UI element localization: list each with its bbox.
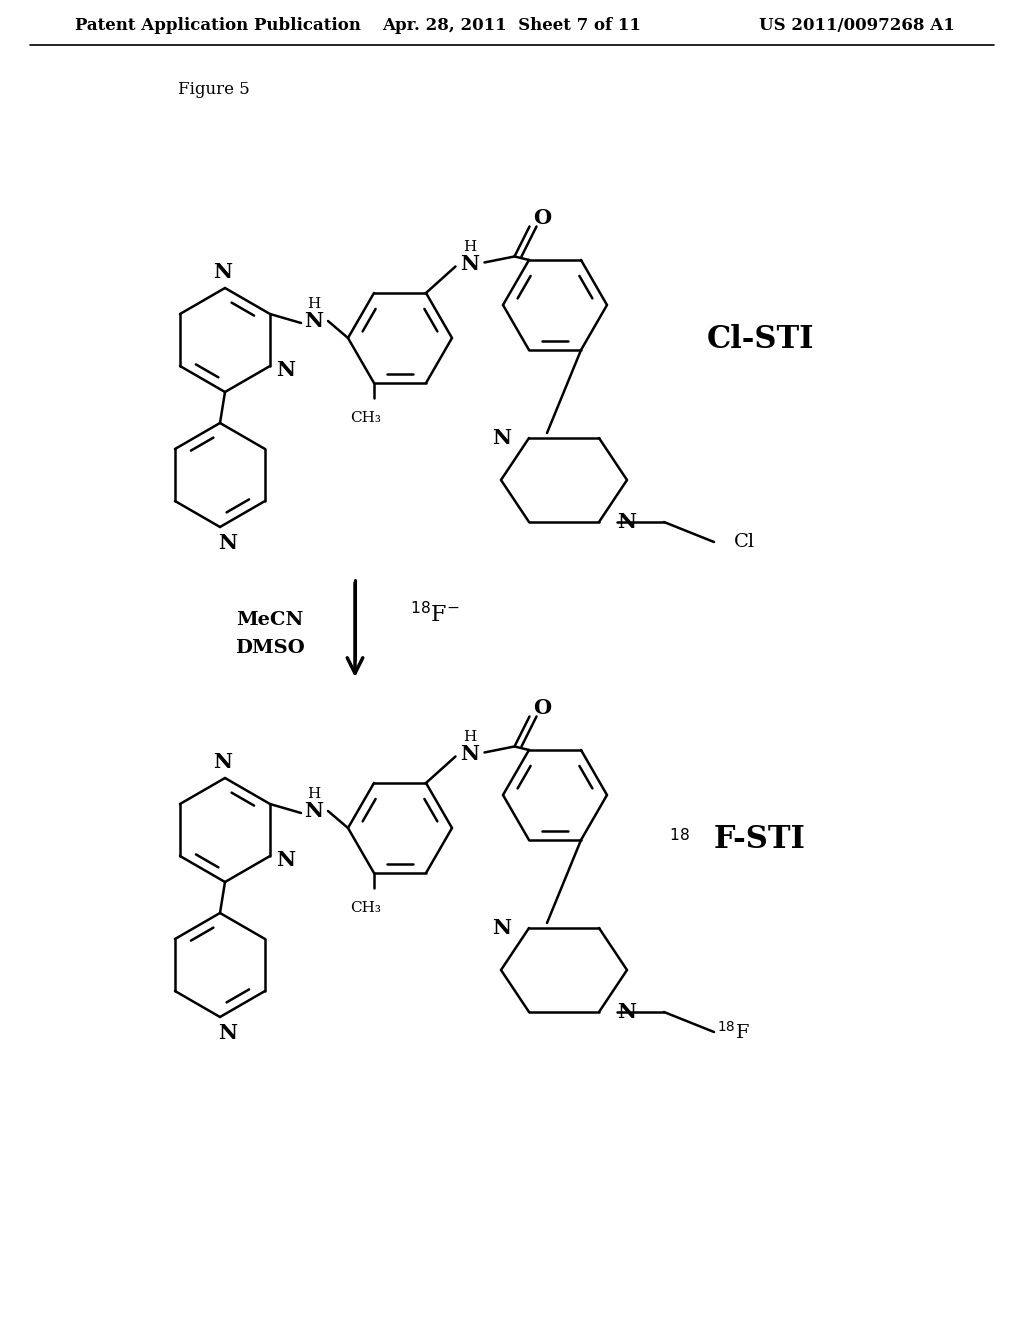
Text: O: O xyxy=(534,698,552,718)
Text: N: N xyxy=(213,752,232,772)
Text: N: N xyxy=(304,801,324,821)
Text: Cl-STI: Cl-STI xyxy=(707,325,814,355)
Text: N: N xyxy=(218,533,238,553)
Text: O: O xyxy=(534,209,552,228)
Text: CH₃: CH₃ xyxy=(350,411,381,425)
Text: $^{18}$F$^{-}$: $^{18}$F$^{-}$ xyxy=(410,602,460,627)
Text: N: N xyxy=(492,917,511,939)
Text: N: N xyxy=(213,261,232,282)
Text: H: H xyxy=(463,240,476,255)
Text: H: H xyxy=(307,787,321,801)
Text: N: N xyxy=(276,850,296,870)
Text: Patent Application Publication: Patent Application Publication xyxy=(75,16,360,33)
Text: Cl: Cl xyxy=(734,533,755,550)
Text: N: N xyxy=(218,1023,238,1043)
Text: N: N xyxy=(617,512,636,532)
Text: CH₃: CH₃ xyxy=(350,902,381,915)
Text: DMSO: DMSO xyxy=(236,639,305,657)
Text: Figure 5: Figure 5 xyxy=(178,82,250,99)
Text: H: H xyxy=(463,730,476,744)
Text: N: N xyxy=(460,255,479,275)
Text: N: N xyxy=(460,744,479,764)
Text: N: N xyxy=(492,428,511,447)
Text: $^{18}$: $^{18}$ xyxy=(669,829,690,851)
Text: Apr. 28, 2011  Sheet 7 of 11: Apr. 28, 2011 Sheet 7 of 11 xyxy=(383,16,641,33)
Text: $^{18}$F: $^{18}$F xyxy=(717,1022,750,1043)
Text: N: N xyxy=(304,312,324,331)
Text: N: N xyxy=(276,360,296,380)
Text: H: H xyxy=(307,297,321,312)
Text: MeCN: MeCN xyxy=(237,611,304,630)
Text: US 2011/0097268 A1: US 2011/0097268 A1 xyxy=(759,16,955,33)
Text: F-STI: F-STI xyxy=(714,825,806,855)
Text: N: N xyxy=(617,1002,636,1022)
